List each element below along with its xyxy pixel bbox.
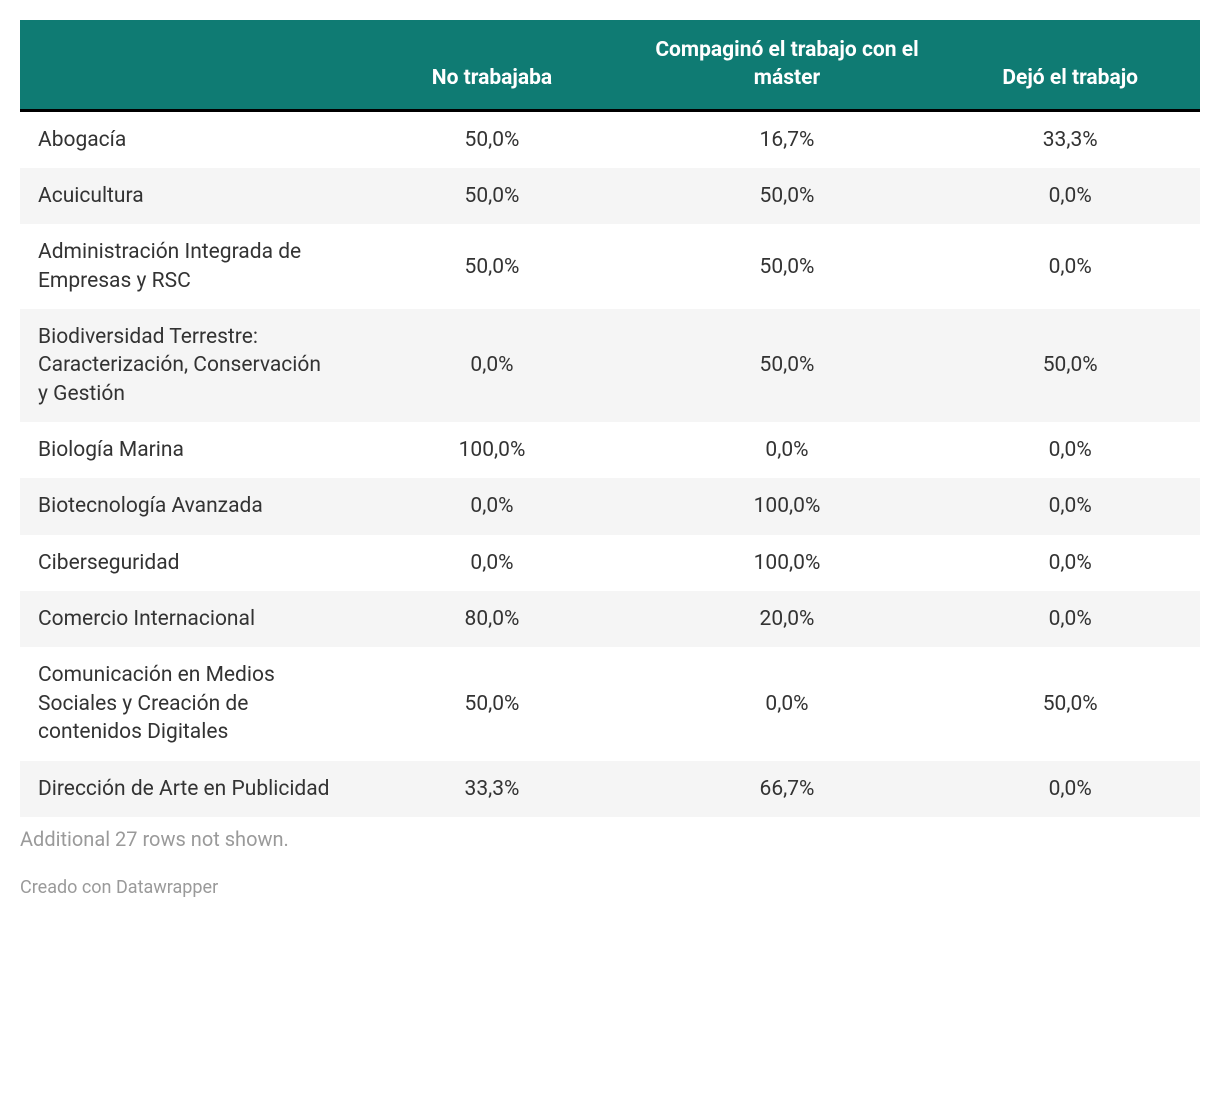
cell-no-trabajaba: 33,3% bbox=[350, 761, 633, 817]
cell-no-trabajaba: 0,0% bbox=[350, 535, 633, 591]
cell-dejo: 0,0% bbox=[940, 168, 1200, 224]
cell-dejo: 0,0% bbox=[940, 591, 1200, 647]
cell-program: Comercio Internacional bbox=[20, 591, 350, 647]
footnote-text: Additional 27 rows not shown. bbox=[20, 827, 1200, 851]
cell-compagino: 0,0% bbox=[634, 647, 941, 760]
table-row: Biología Marina 100,0% 0,0% 0,0% bbox=[20, 422, 1200, 478]
cell-dejo: 50,0% bbox=[940, 309, 1200, 422]
table-row: Acuicultura 50,0% 50,0% 0,0% bbox=[20, 168, 1200, 224]
table-row: Ciberseguridad 0,0% 100,0% 0,0% bbox=[20, 535, 1200, 591]
cell-no-trabajaba: 50,0% bbox=[350, 647, 633, 760]
table-head: No trabajaba Compaginó el trabajo con el… bbox=[20, 20, 1200, 110]
header-compagino: Compaginó el trabajo con el máster bbox=[634, 20, 941, 110]
cell-dejo: 0,0% bbox=[940, 761, 1200, 817]
header-program bbox=[20, 20, 350, 110]
data-table: No trabajaba Compaginó el trabajo con el… bbox=[20, 20, 1200, 817]
cell-program: Biodiversidad Terrestre: Caracterización… bbox=[20, 309, 350, 422]
cell-compagino: 16,7% bbox=[634, 110, 941, 168]
cell-program: Comunicación en Medios Sociales y Creaci… bbox=[20, 647, 350, 760]
table-container: No trabajaba Compaginó el trabajo con el… bbox=[20, 20, 1200, 898]
cell-program: Biología Marina bbox=[20, 422, 350, 478]
cell-compagino: 66,7% bbox=[634, 761, 941, 817]
cell-no-trabajaba: 0,0% bbox=[350, 309, 633, 422]
cell-compagino: 50,0% bbox=[634, 309, 941, 422]
table-row: Comunicación en Medios Sociales y Creaci… bbox=[20, 647, 1200, 760]
cell-program: Abogacía bbox=[20, 110, 350, 168]
table-body: Abogacía 50,0% 16,7% 33,3% Acuicultura 5… bbox=[20, 110, 1200, 817]
credit-text: Creado con Datawrapper bbox=[20, 877, 1200, 898]
cell-compagino: 50,0% bbox=[634, 168, 941, 224]
table-row: Abogacía 50,0% 16,7% 33,3% bbox=[20, 110, 1200, 168]
cell-compagino: 20,0% bbox=[634, 591, 941, 647]
cell-compagino: 100,0% bbox=[634, 535, 941, 591]
cell-program: Dirección de Arte en Publicidad bbox=[20, 761, 350, 817]
cell-no-trabajaba: 50,0% bbox=[350, 224, 633, 309]
header-dejo: Dejó el trabajo bbox=[940, 20, 1200, 110]
cell-compagino: 50,0% bbox=[634, 224, 941, 309]
table-row: Biotecnología Avanzada 0,0% 100,0% 0,0% bbox=[20, 478, 1200, 534]
table-row: Administración Integrada de Empresas y R… bbox=[20, 224, 1200, 309]
cell-dejo: 50,0% bbox=[940, 647, 1200, 760]
cell-compagino: 0,0% bbox=[634, 422, 941, 478]
cell-program: Biotecnología Avanzada bbox=[20, 478, 350, 534]
cell-dejo: 0,0% bbox=[940, 224, 1200, 309]
header-no-trabajaba: No trabajaba bbox=[350, 20, 633, 110]
cell-dejo: 0,0% bbox=[940, 535, 1200, 591]
cell-program: Administración Integrada de Empresas y R… bbox=[20, 224, 350, 309]
cell-compagino: 100,0% bbox=[634, 478, 941, 534]
table-header-row: No trabajaba Compaginó el trabajo con el… bbox=[20, 20, 1200, 110]
cell-no-trabajaba: 80,0% bbox=[350, 591, 633, 647]
table-row: Dirección de Arte en Publicidad 33,3% 66… bbox=[20, 761, 1200, 817]
cell-no-trabajaba: 50,0% bbox=[350, 168, 633, 224]
cell-no-trabajaba: 50,0% bbox=[350, 110, 633, 168]
cell-program: Ciberseguridad bbox=[20, 535, 350, 591]
cell-dejo: 33,3% bbox=[940, 110, 1200, 168]
table-row: Comercio Internacional 80,0% 20,0% 0,0% bbox=[20, 591, 1200, 647]
cell-program: Acuicultura bbox=[20, 168, 350, 224]
cell-no-trabajaba: 0,0% bbox=[350, 478, 633, 534]
cell-dejo: 0,0% bbox=[940, 422, 1200, 478]
table-row: Biodiversidad Terrestre: Caracterización… bbox=[20, 309, 1200, 422]
cell-dejo: 0,0% bbox=[940, 478, 1200, 534]
cell-no-trabajaba: 100,0% bbox=[350, 422, 633, 478]
